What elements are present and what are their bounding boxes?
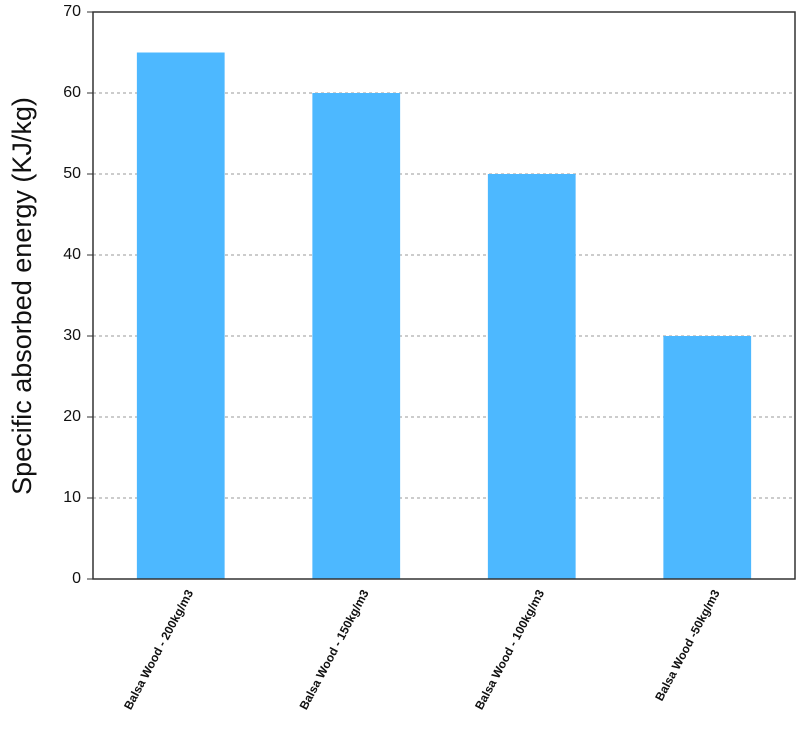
y-axis-label: Specific absorbed energy (KJ/kg) xyxy=(7,97,37,495)
plot-frame xyxy=(92,11,796,580)
y-tick-label: 70 xyxy=(63,3,81,20)
y-tick-label: 50 xyxy=(63,165,81,182)
bar xyxy=(487,174,576,579)
x-tick-label: Balsa Wood - 100kg/m3 xyxy=(472,587,547,712)
bar xyxy=(663,336,752,579)
x-tick-label: Balsa Wood -50kg/m3 xyxy=(652,587,723,703)
y-tick-label: 10 xyxy=(63,489,81,506)
bar xyxy=(136,52,225,579)
x-tick-label: Balsa Wood - 200kg/m3 xyxy=(121,587,196,712)
y-tick-label: 20 xyxy=(63,408,81,425)
y-tick-label: 60 xyxy=(63,84,81,101)
bar xyxy=(312,93,401,579)
y-tick-label: 0 xyxy=(72,570,81,587)
y-tick-label: 30 xyxy=(63,327,81,344)
x-tick-label: Balsa Wood - 150kg/m3 xyxy=(297,587,372,712)
y-tick-label: 40 xyxy=(63,246,81,263)
